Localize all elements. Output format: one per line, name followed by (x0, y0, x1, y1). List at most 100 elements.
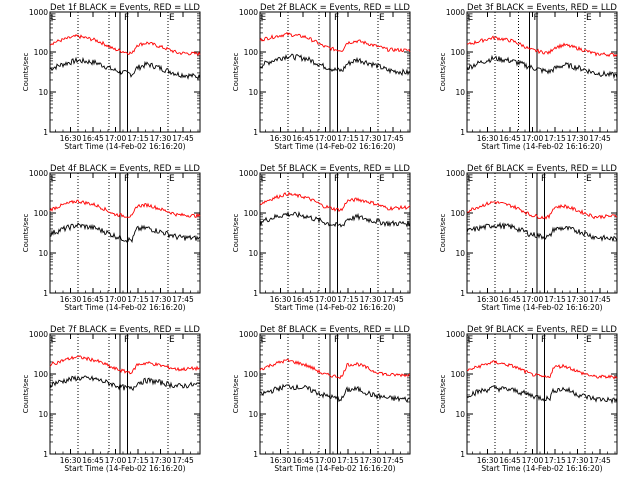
x-tick-label: 17:30 (150, 295, 172, 304)
x-tick-label: 17:45 (589, 295, 611, 304)
marker-label: E (51, 174, 57, 184)
plot-frame (49, 11, 201, 133)
y-tick-label: 10 (38, 410, 48, 419)
y-tick-label: 1 (460, 450, 465, 459)
chart-title: Det 9f BLACK = Events, RED = LLD (467, 325, 617, 335)
y-axis-label: Counts/sec (232, 375, 240, 414)
x-tick-label: 17:00 (315, 134, 337, 143)
x-axis-label: Start Time (14-Feb-02 16:16:20) (274, 464, 395, 473)
y-tick-label: 100 (244, 370, 259, 379)
series-line-events (259, 383, 411, 403)
y-tick-label: 1 (43, 450, 48, 459)
chart-title: Det 3f BLACK = Events, RED = LLD (467, 3, 617, 13)
x-tick-label: 17:45 (172, 134, 194, 143)
marker-label: F (534, 13, 539, 23)
marker-label: F (334, 13, 339, 23)
x-axis-label: Start Time (14-Feb-02 16:16:20) (64, 464, 185, 473)
plot-frame (259, 11, 411, 133)
y-axis-label: Counts/sec (439, 214, 447, 253)
y-axis-label: Counts/sec (232, 214, 240, 253)
series-line-events (49, 56, 201, 81)
marker-label: F (541, 174, 546, 184)
marker-label: E (51, 335, 57, 345)
y-axis-label: Counts/sec (22, 53, 30, 92)
marker-label: E (468, 335, 474, 345)
x-tick-label: 17:15 (544, 456, 566, 465)
marker-label: F (334, 174, 339, 184)
y-tick-label: 1 (253, 450, 258, 459)
x-tick-label: 17:00 (522, 456, 544, 465)
x-axis-label: Start Time (14-Feb-02 16:16:20) (64, 303, 185, 312)
marker-label: E (51, 13, 57, 23)
x-axis-label: Start Time (14-Feb-02 16:16:20) (481, 303, 602, 312)
series-line-events (466, 221, 618, 242)
marker-label: E (586, 174, 592, 184)
y-tick-label: 10 (248, 88, 258, 97)
x-tick-label: 16:30 (60, 295, 82, 304)
series-line-events (49, 375, 201, 392)
x-tick-label: 17:30 (567, 134, 589, 143)
marker-label: E (379, 174, 385, 184)
marker-label: E (468, 174, 474, 184)
y-tick-label: 1000 (446, 169, 465, 178)
y-tick-label: 100 (34, 48, 49, 57)
series-line-lld (259, 358, 410, 380)
marker-label: F (124, 335, 129, 345)
series-line-lld (49, 355, 201, 375)
plot-frame (49, 333, 201, 455)
series-line-lld (259, 31, 411, 53)
y-tick-label: 1000 (239, 169, 258, 178)
x-tick-label: 16:30 (270, 295, 292, 304)
x-tick-label: 17:30 (360, 134, 382, 143)
chart-title: Det 2f BLACK = Events, RED = LLD (260, 3, 410, 13)
series-line-lld (466, 360, 618, 380)
marker-label: F (541, 335, 546, 345)
y-tick-label: 1000 (29, 330, 48, 339)
chart-panel-8: Det 8f BLACK = Events, RED = LLD 1 10 100 10… (232, 325, 411, 473)
y-tick-label: 1 (460, 289, 465, 298)
x-tick-label: 17:45 (382, 134, 404, 143)
marker-label: E (261, 174, 267, 184)
marker-label: E (379, 335, 385, 345)
y-tick-label: 1 (253, 289, 258, 298)
x-tick-label: 17:45 (589, 456, 611, 465)
chart-panel-3: Det 3f BLACK = Events, RED = LLD 1 10 100 10… (439, 3, 618, 151)
marker-label: E (586, 13, 592, 23)
series-line-lld (466, 35, 618, 58)
series-line-events (466, 54, 618, 80)
y-tick-label: 100 (244, 48, 259, 57)
y-tick-label: 1 (460, 128, 465, 137)
x-tick-label: 16:30 (270, 134, 292, 143)
y-tick-label: 10 (38, 88, 48, 97)
x-tick-label: 16:30 (60, 456, 82, 465)
plot-frame (259, 333, 411, 455)
x-tick-label: 17:00 (522, 134, 544, 143)
chart-title: Det 1f BLACK = Events, RED = LLD (50, 3, 200, 13)
y-tick-label: 10 (455, 88, 465, 97)
marker-label: E (169, 335, 175, 345)
y-tick-label: 10 (38, 249, 48, 258)
x-axis-label: Start Time (14-Feb-02 16:16:20) (481, 464, 602, 473)
y-tick-label: 1000 (29, 8, 48, 17)
x-tick-label: 17:30 (567, 456, 589, 465)
x-tick-label: 17:30 (567, 295, 589, 304)
x-tick-label: 16:30 (477, 456, 499, 465)
x-tick-label: 16:30 (477, 134, 499, 143)
y-tick-label: 100 (451, 370, 466, 379)
y-tick-label: 1000 (446, 8, 465, 17)
x-tick-label: 17:00 (522, 295, 544, 304)
x-tick-label: 17:30 (360, 295, 382, 304)
y-tick-label: 1 (43, 289, 48, 298)
marker-label: E (468, 13, 474, 23)
x-axis-label: Start Time (14-Feb-02 16:16:20) (64, 142, 185, 151)
chart-panel-6: Det 6f BLACK = Events, RED = LLD 1 10 100 10… (439, 164, 618, 312)
y-tick-label: 10 (455, 410, 465, 419)
y-tick-label: 100 (451, 48, 466, 57)
x-tick-label: 17:45 (589, 134, 611, 143)
x-tick-label: 16:45 (499, 295, 521, 304)
x-tick-label: 17:00 (105, 295, 127, 304)
x-tick-label: 17:45 (172, 456, 194, 465)
x-tick-label: 17:00 (105, 134, 127, 143)
y-tick-label: 1000 (446, 330, 465, 339)
y-tick-label: 1 (253, 128, 258, 137)
